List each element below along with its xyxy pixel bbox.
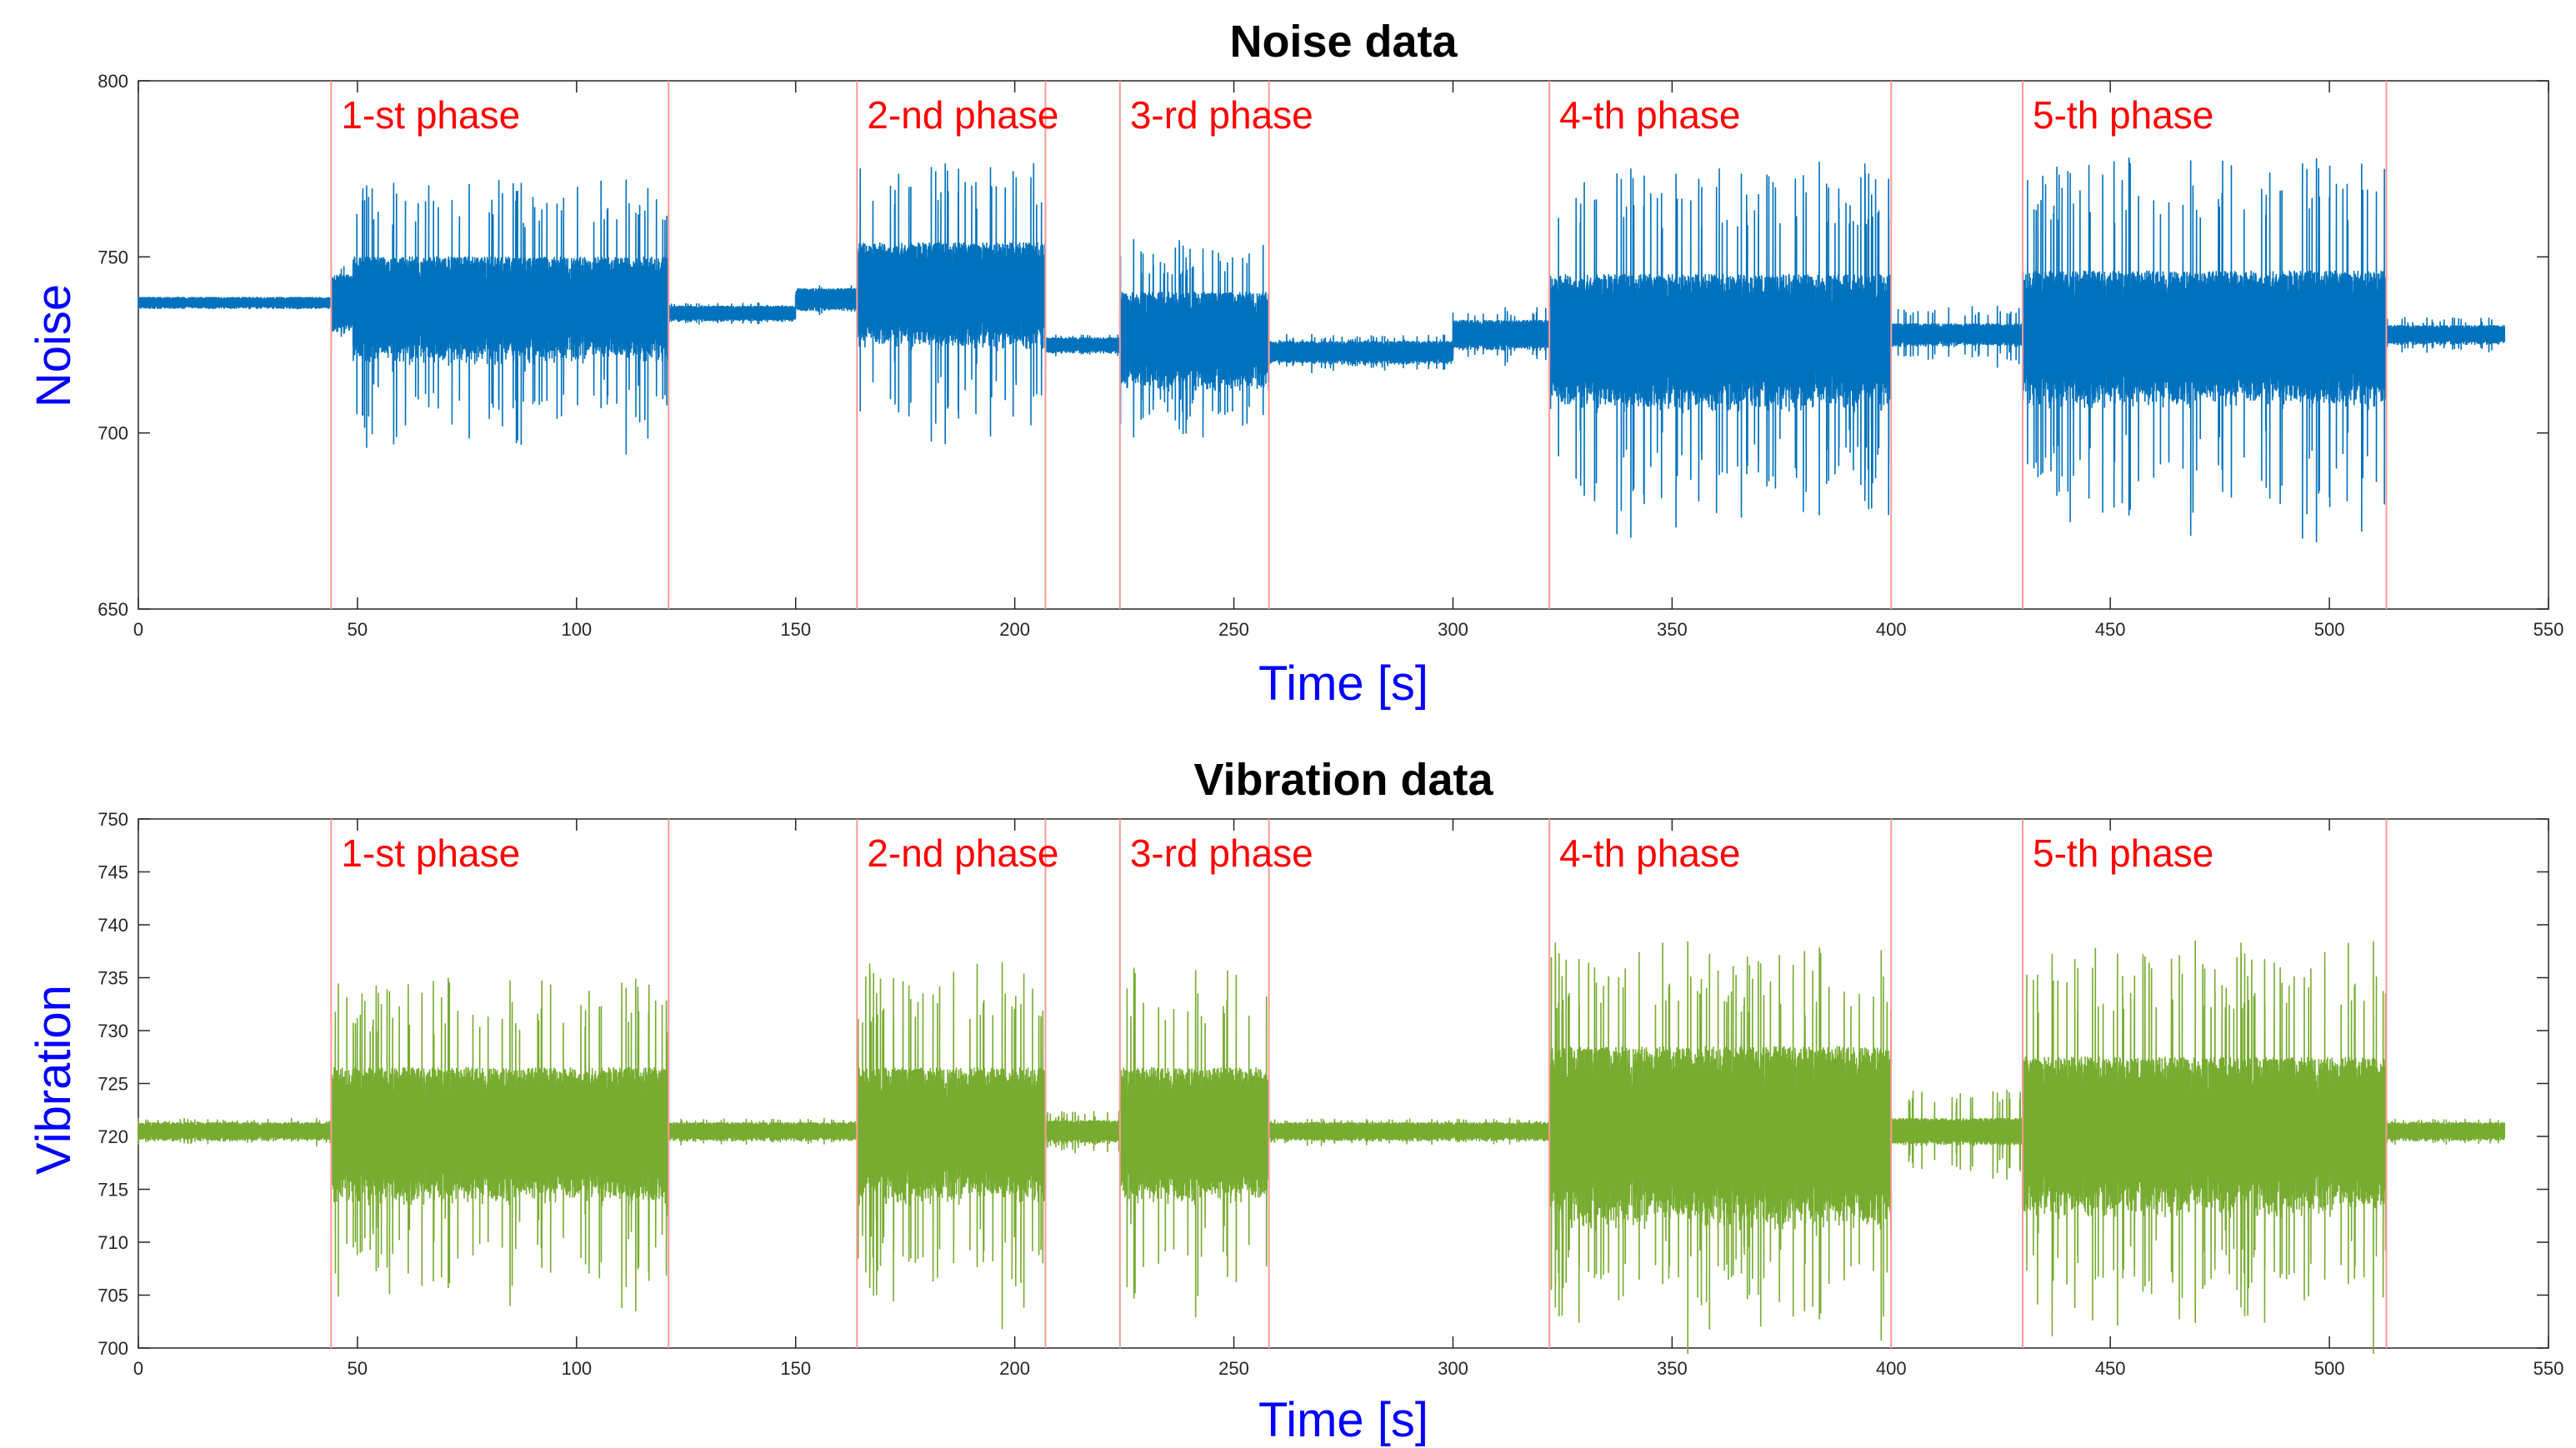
vibration-y-tick-label: 730	[98, 1021, 128, 1041]
noise-x-tick-label: 250	[1218, 619, 1249, 640]
vibration-x-tick-label: 350	[1657, 1358, 1688, 1379]
noise-signal-line	[138, 157, 2505, 542]
vibration-y-tick-label: 735	[98, 968, 128, 989]
noise-y-tick-label: 700	[98, 423, 128, 444]
vibration-phase-label: 3-rd phase	[1130, 831, 1313, 875]
vibration-x-tick-label: 100	[561, 1358, 592, 1379]
noise-x-tick-label: 350	[1657, 619, 1688, 640]
noise-y-tick-label: 750	[98, 247, 128, 267]
noise-y-tick-label: 650	[98, 599, 128, 620]
vibration-y-tick-label: 745	[98, 862, 128, 883]
vibration-phase-label: 4-th phase	[1559, 831, 1740, 875]
vibration-chart: Vibration data 0 50 100 150 200 250 300 350 400 4…	[27, 755, 2563, 1447]
noise-plot-area: 0 50 100 150 200 250 300 350 400 450 500 550 650 700 7…	[98, 71, 2563, 640]
vibration-y-tick-label: 750	[98, 809, 128, 830]
vibration-signal-line	[138, 940, 2505, 1354]
vibration-x-axis-label: Time [s]	[1258, 1393, 1428, 1447]
noise-x-tick-label: 300	[1438, 619, 1468, 640]
noise-phase-label: 1-st phase	[341, 93, 520, 137]
noise-x-axis-label: Time [s]	[1258, 657, 1428, 711]
noise-x-tick-label: 550	[2533, 619, 2564, 640]
noise-chart: Noise data 0 50 100 150 200 250 300 350 400 450 50…	[27, 17, 2563, 711]
vibration-x-tick-label: 250	[1218, 1358, 1249, 1379]
vibration-phase-label: 2-nd phase	[867, 831, 1058, 875]
noise-x-tick-label: 400	[1876, 619, 1907, 640]
noise-chart-title: Noise data	[1229, 17, 1458, 67]
noise-x-tick-label: 100	[561, 619, 592, 640]
vibration-y-tick-label: 700	[98, 1338, 128, 1359]
noise-phase-label: 4-th phase	[1559, 93, 1740, 137]
vibration-y-tick-label: 725	[98, 1074, 128, 1095]
noise-phase-label: 5-th phase	[2033, 93, 2213, 137]
vibration-y-tick-label: 715	[98, 1180, 128, 1201]
vibration-x-tick-label: 150	[780, 1358, 811, 1379]
noise-axes-box	[138, 80, 2549, 610]
noise-y-axis-label: Noise	[27, 284, 81, 407]
noise-x-tick-label: 50	[348, 619, 368, 640]
vibration-x-tick-label: 500	[2314, 1358, 2345, 1379]
noise-x-tick-label: 150	[780, 619, 811, 640]
vibration-x-tick-label: 550	[2533, 1358, 2564, 1379]
vibration-x-tick-label: 200	[999, 1358, 1030, 1379]
vibration-x-tick-label: 450	[2095, 1358, 2126, 1379]
noise-x-tick-label: 200	[999, 619, 1030, 640]
noise-x-tick-label: 500	[2314, 619, 2345, 640]
vibration-x-tick-label: 0	[133, 1358, 143, 1379]
noise-x-tick-label: 0	[133, 619, 143, 640]
vibration-x-tick-label: 300	[1438, 1358, 1468, 1379]
noise-x-tick-label: 450	[2095, 619, 2126, 640]
vibration-phase-label: 1-st phase	[341, 831, 520, 875]
noise-phase-label: 2-nd phase	[867, 93, 1058, 137]
vibration-y-axis-label: Vibration	[27, 985, 81, 1175]
vibration-y-tick-label: 710	[98, 1232, 128, 1253]
vibration-x-tick-label: 50	[348, 1358, 368, 1379]
noise-y-tick-label: 800	[98, 71, 128, 92]
vibration-y-tick-label: 720	[98, 1126, 128, 1147]
vibration-y-tick-label: 740	[98, 915, 128, 936]
vibration-chart-title: Vibration data	[1193, 755, 1493, 805]
vibration-plot-area: 0 50 100 150 200 250 300 350 400 450 500 550 700 705 7…	[98, 809, 2563, 1379]
vibration-y-tick-label: 705	[98, 1286, 128, 1306]
vibration-x-tick-label: 400	[1876, 1358, 1907, 1379]
noise-phase-label: 3-rd phase	[1130, 93, 1313, 137]
vibration-phase-label: 5-th phase	[2033, 831, 2213, 875]
